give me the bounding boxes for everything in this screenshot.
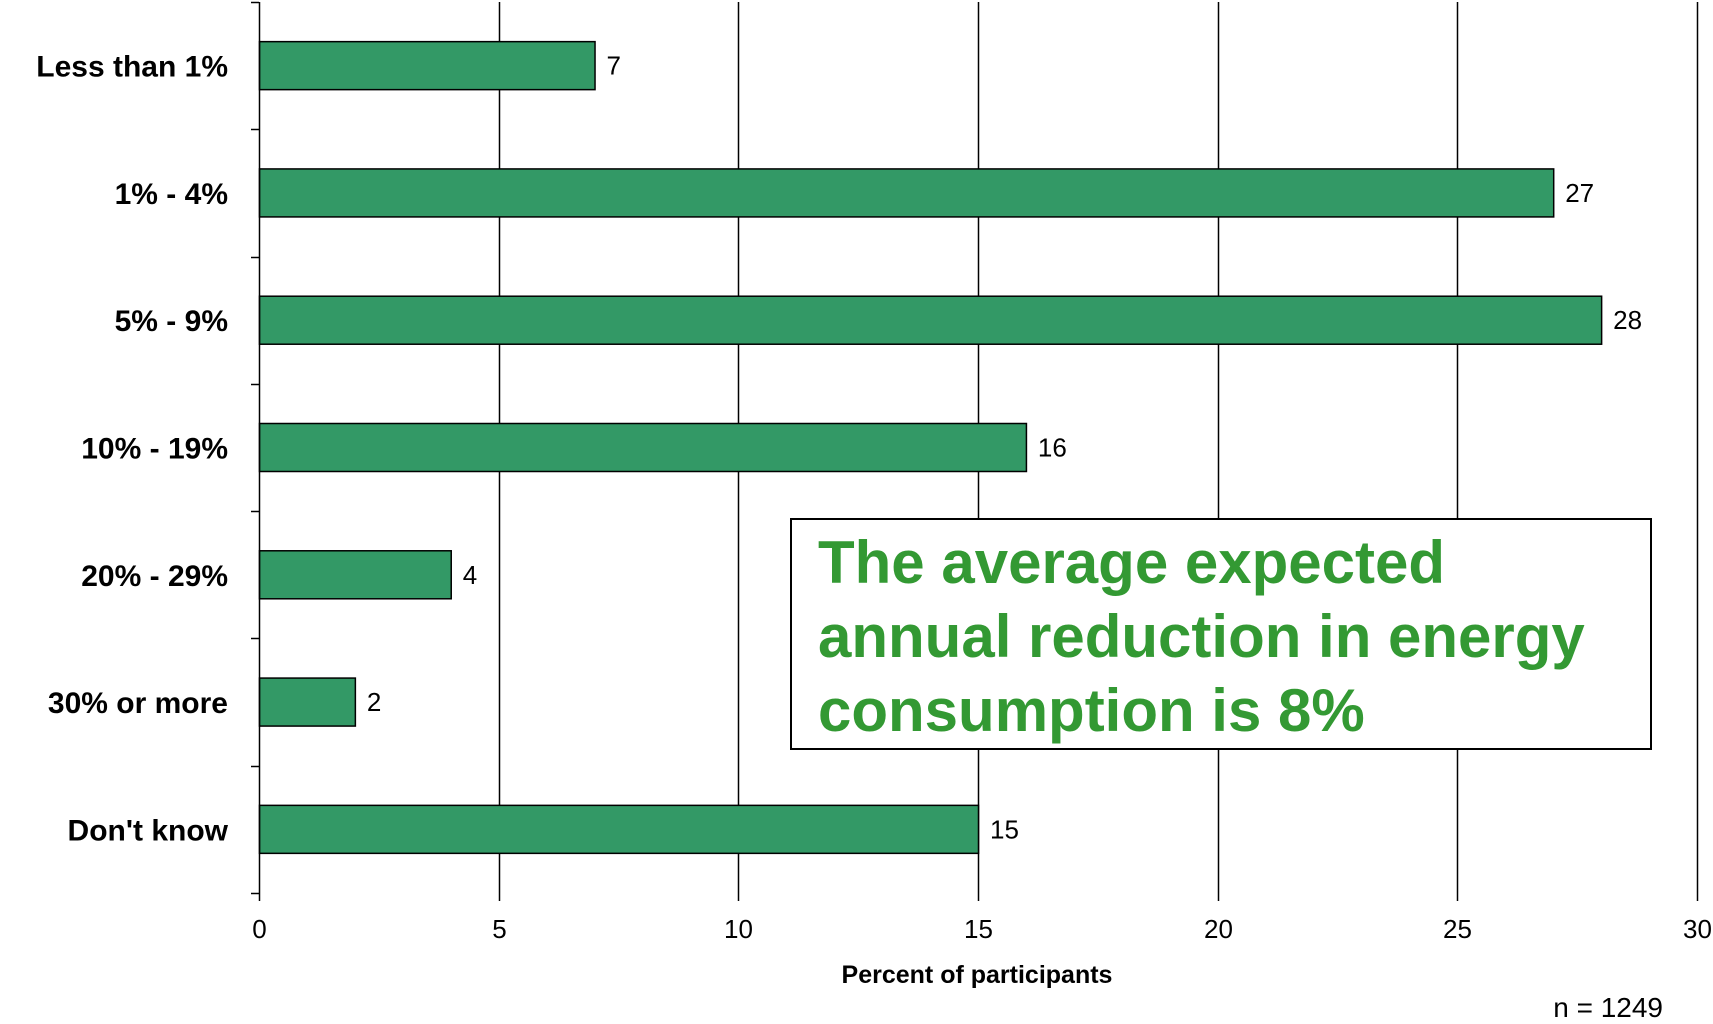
category-label-1: 1% - 4%	[115, 178, 228, 211]
average-callout-text: The average expected annual reduction in…	[818, 529, 1585, 744]
x-tick-labels: 0 5 10 15 20 25 30	[252, 914, 1712, 944]
value-labels: 7 27 28 16 4 2 15	[367, 51, 1642, 845]
value-label-2: 28	[1613, 305, 1642, 335]
category-label-0: Less than 1%	[36, 51, 228, 84]
x-tick-label-15: 15	[964, 914, 993, 944]
value-label-1: 27	[1565, 178, 1594, 208]
x-tick-label-20: 20	[1204, 914, 1233, 944]
value-label-5: 2	[367, 687, 381, 717]
value-label-6: 15	[990, 814, 1019, 844]
category-label-5: 30% or more	[48, 687, 228, 720]
bar-5	[258, 677, 357, 727]
x-tick-label-0: 0	[252, 914, 266, 944]
bar-0	[258, 40, 596, 91]
value-label-3: 16	[1038, 433, 1067, 463]
x-tick-label-30: 30	[1683, 914, 1712, 944]
bar-6	[258, 804, 980, 855]
bar-3	[258, 422, 1028, 473]
x-tick-label-10: 10	[724, 914, 753, 944]
x-tick-label-5: 5	[492, 914, 506, 944]
x-tick-label-25: 25	[1443, 914, 1472, 944]
bar-4	[258, 550, 452, 600]
average-callout-box: The average expected annual reduction in…	[790, 518, 1652, 750]
axes	[251, 1, 1699, 901]
category-label-3: 10% - 19%	[81, 433, 228, 466]
bar-2	[258, 295, 1603, 345]
bars	[258, 40, 1603, 855]
category-label-6: Don't know	[68, 814, 229, 847]
category-labels: Less than 1% 1% - 4% 5% - 9% 10% - 19% 20% -…	[36, 51, 228, 848]
category-label-2: 5% - 9%	[115, 305, 228, 338]
bar-1	[258, 168, 1555, 218]
sample-size-note: n = 1249	[1553, 992, 1663, 1023]
value-label-0: 7	[607, 51, 621, 81]
x-axis-title: Percent of participants	[842, 961, 1113, 989]
category-label-4: 20% - 29%	[81, 560, 228, 593]
value-label-4: 4	[463, 560, 477, 590]
